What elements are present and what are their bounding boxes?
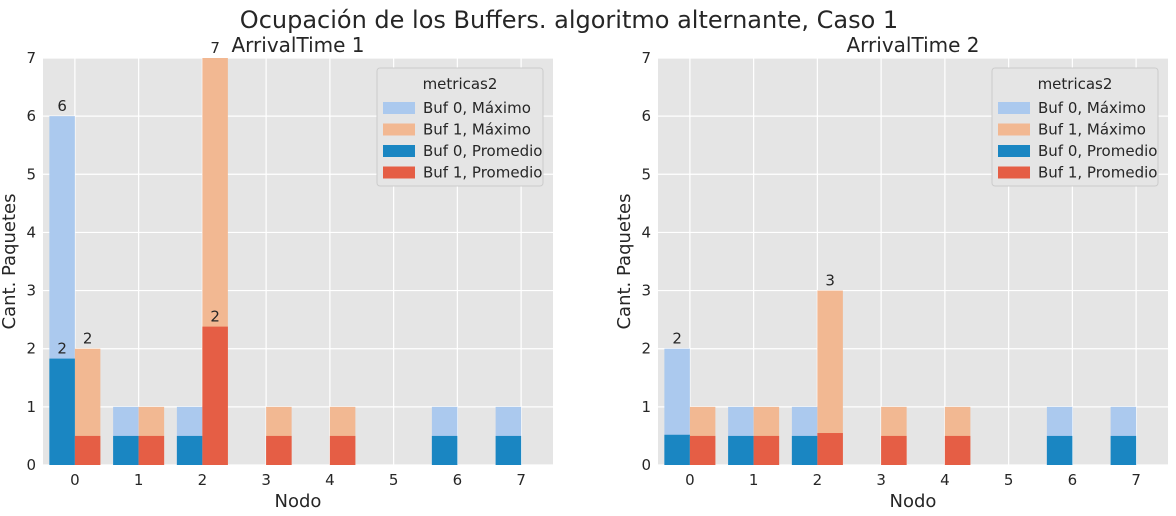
legend-title: metricas2	[1038, 75, 1113, 93]
legend-swatch-buf1-promedio	[998, 166, 1030, 179]
bar-buf0-promedio-6	[1046, 435, 1073, 465]
x-tick-label: 3	[261, 471, 271, 489]
bar-label: 2	[210, 308, 220, 326]
x-tick-label: 7	[516, 471, 526, 489]
y-tick-label: 3	[641, 282, 651, 300]
bar-buf0-promedio-7	[1110, 435, 1137, 465]
chart-title: ArrivalTime 2	[846, 33, 979, 57]
y-tick-label: 1	[26, 398, 36, 416]
x-axis-label: Nodo	[275, 491, 322, 512]
x-tick-label: 6	[1068, 471, 1078, 489]
legend-title: metricas2	[423, 75, 498, 93]
figure-title: Ocupación de los Buffers. algoritmo alte…	[240, 6, 898, 34]
x-tick-label: 2	[198, 471, 208, 489]
y-tick-label: 2	[26, 340, 36, 358]
bar-label: 7	[210, 39, 220, 57]
legend-swatch-buf0-max	[998, 102, 1030, 114]
y-tick-label: 1	[641, 398, 651, 416]
bar-buf1-promedio-0	[689, 435, 716, 465]
bar-buf1-promedio-3	[881, 435, 907, 465]
bar-buf0-promedio-1	[113, 435, 139, 465]
x-axis-label: Nodo	[890, 491, 937, 512]
y-tick-label: 7	[26, 49, 36, 67]
legend-entry-buf0-promedio: Buf 0, Promedio	[423, 142, 542, 160]
bar-label: 6	[57, 97, 67, 115]
y-tick-label: 3	[26, 282, 36, 300]
bar-buf1-promedio-2	[202, 326, 228, 465]
bar-buf1-promedio-3	[266, 435, 292, 465]
legend-swatch-buf1-promedio	[383, 166, 415, 179]
legend-entry-buf1-promedio: Buf 1, Promedio	[423, 164, 542, 182]
x-tick-label: 0	[685, 471, 695, 489]
bar-buf0-promedio-0	[49, 358, 75, 465]
y-tick-label: 4	[26, 223, 36, 241]
legend-entry-buf0-promedio: Buf 0, Promedio	[1038, 142, 1157, 160]
x-tick-label: 6	[453, 471, 463, 489]
bar-label: 2	[57, 340, 67, 358]
bar-buf0-promedio-2	[791, 435, 818, 465]
x-tick-label: 5	[389, 471, 399, 489]
bar-buf1-promedio-0	[74, 435, 101, 465]
legend-swatch-buf0-max	[383, 102, 415, 114]
x-tick-label: 3	[876, 471, 886, 489]
legend-swatch-buf0-promedio	[998, 145, 1030, 157]
bar-buf1-promedio-2	[817, 433, 843, 465]
legend-box	[376, 67, 544, 187]
y-tick-label: 6	[26, 107, 36, 125]
legend-swatch-buf0-promedio	[383, 145, 415, 157]
x-tick-label: 4	[940, 471, 950, 489]
y-tick-label: 5	[641, 165, 651, 183]
x-tick-label: 4	[325, 471, 335, 489]
bar-buf1-promedio-4	[944, 435, 971, 465]
legend-box	[991, 67, 1159, 187]
legend-swatch-buf1-max	[998, 123, 1030, 136]
y-tick-label: 7	[641, 49, 651, 67]
x-tick-label: 0	[70, 471, 80, 489]
y-axis-label: Cant. Paquetes	[614, 193, 635, 329]
x-tick-label: 7	[1131, 471, 1141, 489]
bar-buf0-promedio-0	[664, 434, 690, 465]
y-tick-label: 2	[641, 340, 651, 358]
bar-label: 3	[825, 272, 835, 290]
legend-entry-buf1-promedio: Buf 1, Promedio	[1038, 164, 1157, 182]
bar-buf0-promedio-6	[431, 435, 458, 465]
legend-entry-buf1-max: Buf 1, Máximo	[423, 121, 531, 139]
chart-arrivaltime-2: 2 3 0 1 2 3 4 5 6 7 0 1 2 3 4 5 6 7 Nodo Cant. Paquetes Arri…	[614, 33, 1168, 512]
bar-buf0-promedio-7	[495, 435, 522, 465]
bar-buf0-promedio-1	[728, 435, 754, 465]
legend-entry-buf0-max: Buf 0, Máximo	[423, 99, 531, 117]
y-tick-label: 5	[26, 165, 36, 183]
x-tick-label: 1	[749, 471, 759, 489]
legend-swatch-buf1-max	[383, 123, 415, 136]
bar-buf1-promedio-1	[753, 435, 780, 465]
y-tick-label: 4	[641, 223, 651, 241]
bar-buf1-promedio-4	[329, 435, 356, 465]
x-tick-label: 1	[134, 471, 144, 489]
y-tick-label: 6	[641, 107, 651, 125]
x-tick-label: 2	[813, 471, 823, 489]
chart-title: ArrivalTime 1	[231, 33, 364, 57]
legend-entry-buf1-max: Buf 1, Máximo	[1038, 121, 1146, 139]
y-tick-label: 0	[641, 456, 651, 474]
bar-buf0-promedio-2	[176, 435, 203, 465]
x-tick-label: 5	[1004, 471, 1014, 489]
y-axis-label: Cant. Paquetes	[0, 193, 20, 329]
bar-label: 2	[83, 330, 93, 348]
y-tick-label: 0	[26, 456, 36, 474]
bar-label: 2	[672, 330, 682, 348]
bar-buf1-promedio-1	[138, 435, 165, 465]
legend-entry-buf0-max: Buf 0, Máximo	[1038, 99, 1146, 117]
